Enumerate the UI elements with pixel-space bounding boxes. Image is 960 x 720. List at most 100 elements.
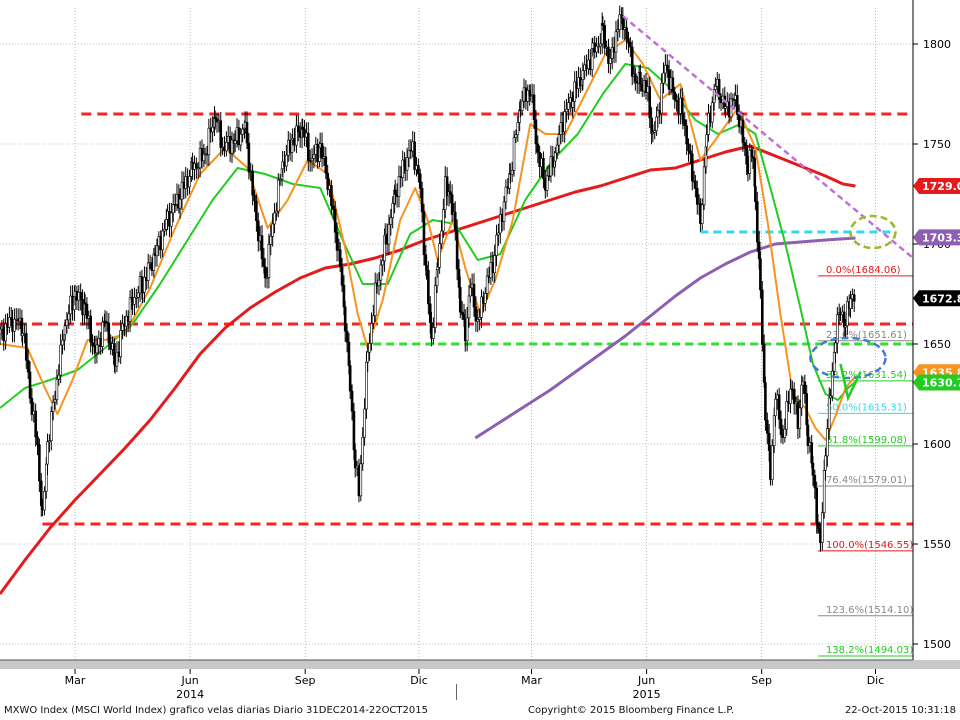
candle-body: [536, 143, 540, 153]
candle-body: [690, 153, 694, 182]
candle-body: [821, 512, 824, 543]
candle-body: [4, 323, 7, 342]
candle-body: [379, 264, 383, 281]
candle-body: [516, 122, 520, 136]
candle-body: [571, 101, 575, 108]
candle-body: [650, 117, 653, 134]
candle-body: [618, 14, 622, 30]
candle-body: [629, 42, 632, 48]
candle-body: [67, 313, 71, 321]
candle-body: [683, 119, 687, 127]
candle-body: [846, 301, 849, 326]
x-tick-label: Mar: [65, 674, 86, 687]
candle-body: [295, 125, 298, 146]
candle-body: [639, 72, 642, 85]
candle-body: [119, 330, 122, 357]
candle-body: [772, 415, 776, 446]
candle-body: [306, 132, 310, 161]
candle-body: [760, 289, 764, 345]
candle-body: [413, 141, 416, 170]
candle-body: [195, 163, 198, 169]
candle-body: [65, 319, 69, 327]
candle-body: [724, 106, 727, 109]
candle-body: [420, 188, 424, 213]
price-tag-label: 1703.32: [922, 231, 960, 244]
candle-body: [301, 126, 304, 130]
candle-body: [440, 230, 443, 244]
candle-body: [557, 134, 561, 146]
candle-body: [255, 200, 258, 222]
candle-body: [417, 165, 420, 175]
candle-body: [405, 157, 409, 171]
candle-body: [335, 231, 339, 251]
candle-body: [806, 424, 810, 447]
candle-body: [251, 171, 254, 196]
candle-body: [702, 166, 706, 206]
candle-body: [89, 315, 92, 343]
candle-body: [57, 374, 61, 380]
candle-body: [504, 186, 508, 203]
price-tag: [913, 229, 960, 246]
candle-body: [824, 455, 827, 471]
candle-body: [547, 175, 551, 178]
candle-body: [555, 144, 559, 154]
candle-body: [342, 284, 346, 308]
candle-body: [133, 297, 136, 305]
candle-body: [101, 321, 104, 347]
candle-body: [789, 388, 792, 404]
candle-body: [607, 46, 610, 64]
candle-body: [565, 108, 568, 112]
candle-body: [8, 317, 11, 328]
candle-body: [9, 317, 13, 321]
ma-long-red-line: [0, 144, 856, 595]
candle-body: [28, 371, 32, 399]
candle-body: [245, 121, 249, 144]
candle-body: [425, 264, 428, 271]
candle-body: [493, 255, 496, 274]
candle-body: [95, 344, 99, 354]
candle-body: [460, 311, 464, 315]
candle-body: [792, 388, 796, 405]
candle-body: [13, 318, 16, 332]
candle-body: [180, 181, 184, 200]
candle-body: [450, 194, 454, 215]
candle-body: [38, 444, 41, 482]
candle-body: [387, 224, 391, 245]
candle-body: [599, 43, 602, 47]
candle-body: [675, 99, 678, 102]
candle-body: [827, 397, 831, 429]
candle-body: [620, 14, 623, 19]
candle-body: [401, 159, 405, 178]
candle-body: [630, 46, 634, 77]
candle-body: [24, 332, 28, 361]
candle-body: [448, 191, 452, 195]
candle-body: [476, 319, 480, 322]
candle-body: [103, 320, 107, 323]
candle-body: [829, 395, 832, 399]
candle-body: [361, 436, 364, 465]
candle-body: [474, 306, 478, 322]
candle-body: [105, 321, 109, 324]
candle-body: [625, 27, 628, 40]
candle-body: [267, 244, 271, 278]
candle-body: [276, 179, 280, 212]
candle-body: [46, 441, 49, 465]
candle-body: [581, 70, 585, 81]
candle-body: [510, 170, 514, 175]
x-tick-label: Mar: [521, 674, 542, 687]
candle-body: [783, 428, 787, 438]
candle-body: [350, 390, 354, 412]
candle-body: [233, 140, 237, 144]
candle-body: [418, 173, 422, 189]
candle-body: [554, 152, 557, 162]
footer-index-label: MXWO Index (MSCI World Index) grafico ve…: [4, 705, 428, 716]
candle-body: [59, 344, 62, 376]
candle-body: [91, 341, 94, 346]
candle-body: [178, 198, 182, 209]
candle-body: [407, 149, 411, 158]
candle-body: [265, 277, 269, 279]
candle-body: [442, 209, 445, 232]
candle-body: [55, 379, 59, 400]
candle-body: [810, 442, 813, 464]
